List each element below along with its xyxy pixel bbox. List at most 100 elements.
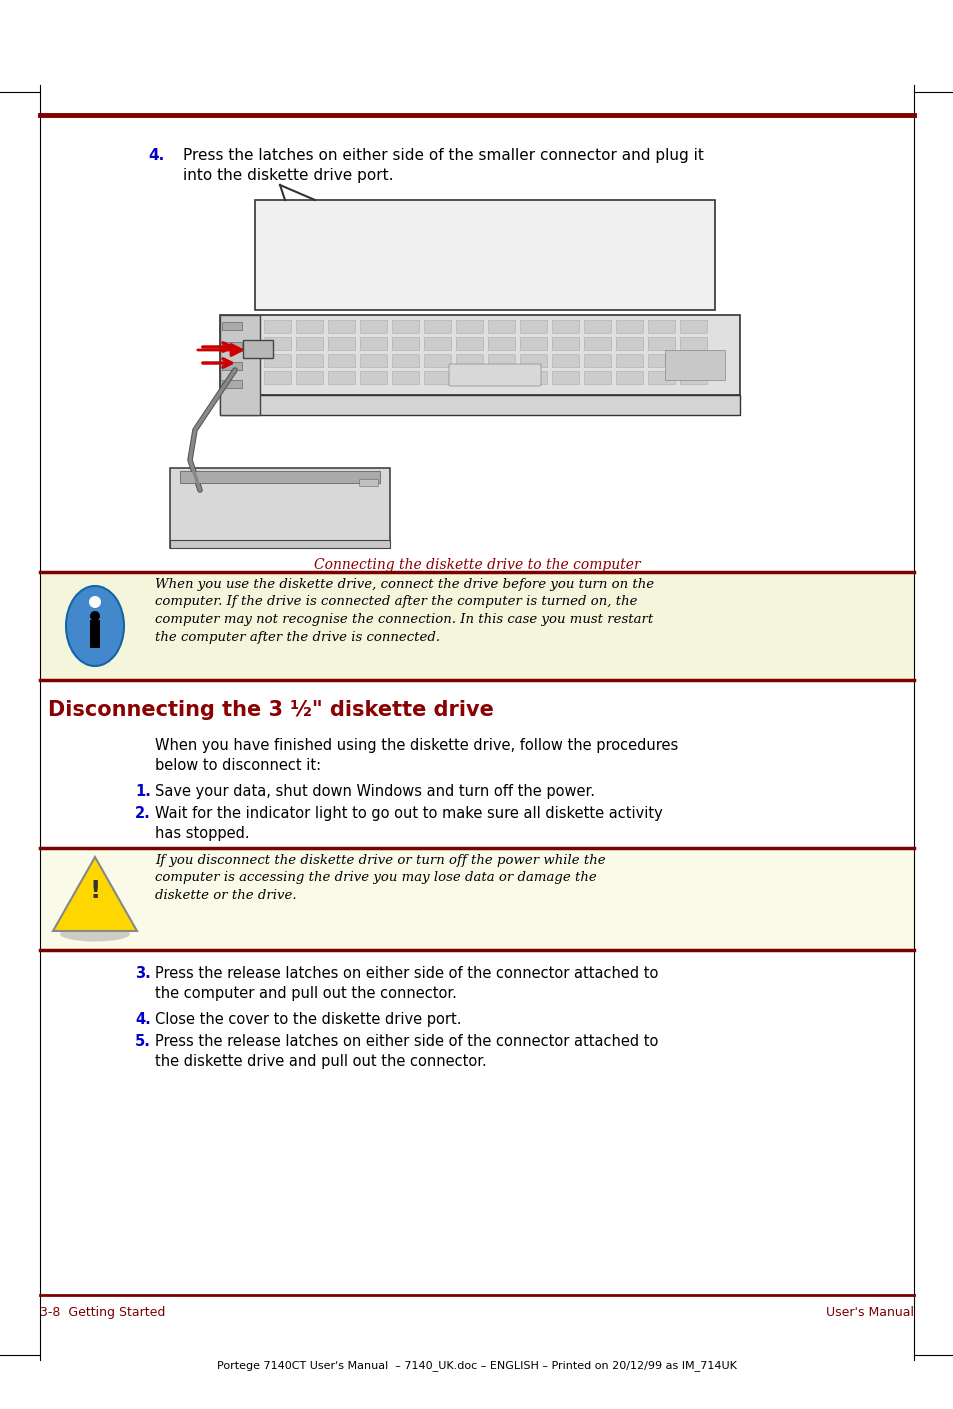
FancyBboxPatch shape	[679, 320, 707, 333]
FancyBboxPatch shape	[488, 371, 515, 383]
FancyBboxPatch shape	[456, 337, 483, 349]
FancyBboxPatch shape	[40, 572, 913, 681]
Text: 3-8  Getting Started: 3-8 Getting Started	[40, 1306, 165, 1319]
FancyBboxPatch shape	[40, 848, 913, 950]
Text: Close the cover to the diskette drive port.: Close the cover to the diskette drive po…	[154, 1012, 461, 1027]
FancyBboxPatch shape	[488, 320, 515, 333]
Polygon shape	[170, 468, 390, 548]
FancyBboxPatch shape	[360, 337, 387, 349]
Polygon shape	[220, 395, 740, 416]
Text: !: !	[90, 879, 101, 903]
FancyBboxPatch shape	[520, 337, 547, 349]
FancyBboxPatch shape	[222, 342, 242, 349]
FancyBboxPatch shape	[648, 371, 675, 383]
FancyBboxPatch shape	[616, 354, 643, 366]
FancyBboxPatch shape	[679, 337, 707, 349]
Text: Wait for the indicator light to go out to make sure all diskette activity
has st: Wait for the indicator light to go out t…	[154, 806, 662, 841]
FancyBboxPatch shape	[648, 320, 675, 333]
FancyBboxPatch shape	[424, 354, 451, 366]
Polygon shape	[220, 316, 740, 395]
FancyBboxPatch shape	[222, 323, 242, 330]
Text: Save your data, shut down Windows and turn off the power.: Save your data, shut down Windows and tu…	[154, 783, 595, 799]
Text: User's Manual: User's Manual	[825, 1306, 913, 1319]
FancyBboxPatch shape	[552, 354, 578, 366]
FancyBboxPatch shape	[552, 320, 578, 333]
FancyBboxPatch shape	[180, 471, 379, 483]
Text: 3.: 3.	[135, 967, 151, 981]
FancyBboxPatch shape	[520, 354, 547, 366]
FancyBboxPatch shape	[360, 371, 387, 383]
FancyBboxPatch shape	[392, 371, 419, 383]
FancyBboxPatch shape	[243, 340, 273, 358]
FancyBboxPatch shape	[456, 371, 483, 383]
FancyBboxPatch shape	[328, 337, 355, 349]
FancyBboxPatch shape	[456, 320, 483, 333]
FancyBboxPatch shape	[328, 371, 355, 383]
FancyBboxPatch shape	[264, 337, 292, 349]
Ellipse shape	[60, 927, 130, 941]
FancyBboxPatch shape	[584, 354, 611, 366]
FancyBboxPatch shape	[456, 354, 483, 366]
FancyBboxPatch shape	[664, 349, 724, 380]
FancyBboxPatch shape	[392, 354, 419, 366]
Polygon shape	[53, 857, 137, 931]
FancyBboxPatch shape	[449, 364, 540, 386]
FancyBboxPatch shape	[679, 371, 707, 383]
Text: If you disconnect the diskette drive or turn off the power while the
computer is: If you disconnect the diskette drive or …	[154, 854, 605, 902]
Polygon shape	[254, 200, 714, 310]
FancyBboxPatch shape	[424, 337, 451, 349]
Text: Disconnecting the 3 ½" diskette drive: Disconnecting the 3 ½" diskette drive	[48, 700, 494, 720]
FancyBboxPatch shape	[424, 371, 451, 383]
Text: Press the latches on either side of the smaller connector and plug it
into the d: Press the latches on either side of the …	[183, 148, 703, 183]
FancyBboxPatch shape	[360, 320, 387, 333]
FancyBboxPatch shape	[264, 354, 292, 366]
FancyBboxPatch shape	[392, 337, 419, 349]
Text: 1.: 1.	[135, 783, 151, 799]
FancyBboxPatch shape	[264, 371, 292, 383]
Text: Press the release latches on either side of the connector attached to
the disket: Press the release latches on either side…	[154, 1034, 658, 1069]
FancyBboxPatch shape	[360, 354, 387, 366]
FancyBboxPatch shape	[584, 320, 611, 333]
FancyBboxPatch shape	[328, 320, 355, 333]
Text: Press the release latches on either side of the connector attached to
the comput: Press the release latches on either side…	[154, 967, 658, 1000]
FancyBboxPatch shape	[392, 320, 419, 333]
FancyBboxPatch shape	[648, 354, 675, 366]
FancyBboxPatch shape	[296, 320, 323, 333]
FancyBboxPatch shape	[328, 354, 355, 366]
FancyBboxPatch shape	[552, 371, 578, 383]
Text: Portege 7140CT User's Manual  – 7140_UK.doc – ENGLISH – Printed on 20/12/99 as I: Portege 7140CT User's Manual – 7140_UK.d…	[217, 1360, 736, 1371]
FancyBboxPatch shape	[264, 320, 292, 333]
FancyBboxPatch shape	[584, 337, 611, 349]
Text: 5.: 5.	[135, 1034, 151, 1048]
Text: 4.: 4.	[135, 1012, 151, 1027]
FancyBboxPatch shape	[222, 362, 242, 371]
FancyBboxPatch shape	[488, 337, 515, 349]
Ellipse shape	[89, 596, 101, 609]
Polygon shape	[220, 316, 260, 416]
FancyBboxPatch shape	[520, 320, 547, 333]
Text: Connecting the diskette drive to the computer: Connecting the diskette drive to the com…	[314, 558, 639, 572]
FancyBboxPatch shape	[648, 337, 675, 349]
FancyBboxPatch shape	[359, 479, 378, 486]
FancyBboxPatch shape	[296, 337, 323, 349]
FancyBboxPatch shape	[488, 354, 515, 366]
FancyBboxPatch shape	[296, 371, 323, 383]
Text: 4.: 4.	[148, 148, 164, 163]
FancyBboxPatch shape	[296, 354, 323, 366]
Text: When you use the diskette drive, connect the drive before you turn on the
comput: When you use the diskette drive, connect…	[154, 578, 654, 644]
Text: When you have finished using the diskette drive, follow the procedures
below to : When you have finished using the diskett…	[154, 738, 678, 772]
FancyBboxPatch shape	[616, 320, 643, 333]
FancyBboxPatch shape	[616, 371, 643, 383]
FancyBboxPatch shape	[679, 354, 707, 366]
FancyBboxPatch shape	[584, 371, 611, 383]
FancyBboxPatch shape	[424, 320, 451, 333]
FancyBboxPatch shape	[552, 337, 578, 349]
Text: 2.: 2.	[135, 806, 151, 821]
FancyBboxPatch shape	[170, 540, 390, 548]
FancyBboxPatch shape	[616, 337, 643, 349]
FancyBboxPatch shape	[222, 380, 242, 387]
FancyBboxPatch shape	[520, 371, 547, 383]
FancyBboxPatch shape	[90, 620, 100, 648]
Ellipse shape	[90, 612, 100, 621]
Ellipse shape	[66, 586, 124, 666]
